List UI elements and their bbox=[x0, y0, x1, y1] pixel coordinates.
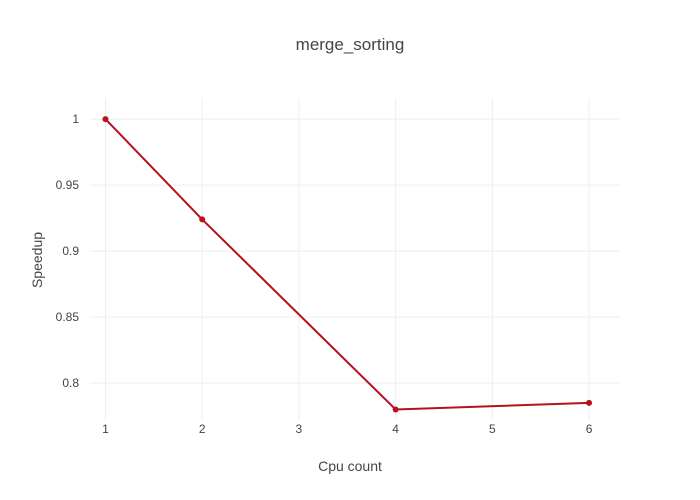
data-point[interactable] bbox=[392, 406, 399, 413]
y-tick-label: 0.85 bbox=[56, 310, 80, 324]
x-tick-label: 6 bbox=[586, 422, 593, 436]
series-line bbox=[104, 118, 590, 411]
y-tick-label: 1 bbox=[72, 112, 79, 126]
x-gridlines bbox=[104, 98, 590, 420]
x-tick-label: 1 bbox=[102, 422, 109, 436]
y-tick-label: 0.9 bbox=[62, 244, 79, 258]
data-point[interactable] bbox=[199, 216, 206, 223]
x-tick-label: 5 bbox=[489, 422, 496, 436]
series-layer bbox=[102, 116, 593, 413]
y-tick-label: 0.95 bbox=[56, 178, 80, 192]
x-axis-title: Cpu count bbox=[318, 458, 382, 474]
data-point[interactable] bbox=[586, 399, 593, 406]
x-tick-label: 3 bbox=[296, 422, 303, 436]
y-tick-label: 0.8 bbox=[62, 376, 79, 390]
y-gridlines bbox=[90, 118, 620, 384]
x-tick-labels: 1 2 3 4 5 6 bbox=[102, 422, 593, 436]
x-tick-label: 4 bbox=[392, 422, 399, 436]
data-point[interactable] bbox=[102, 116, 109, 123]
y-tick-labels: 0.8 0.85 0.9 0.95 1 bbox=[56, 112, 80, 390]
chart-title: merge_sorting bbox=[296, 35, 405, 54]
y-axis-title: Speedup bbox=[29, 232, 45, 288]
x-tick-label: 2 bbox=[199, 422, 206, 436]
